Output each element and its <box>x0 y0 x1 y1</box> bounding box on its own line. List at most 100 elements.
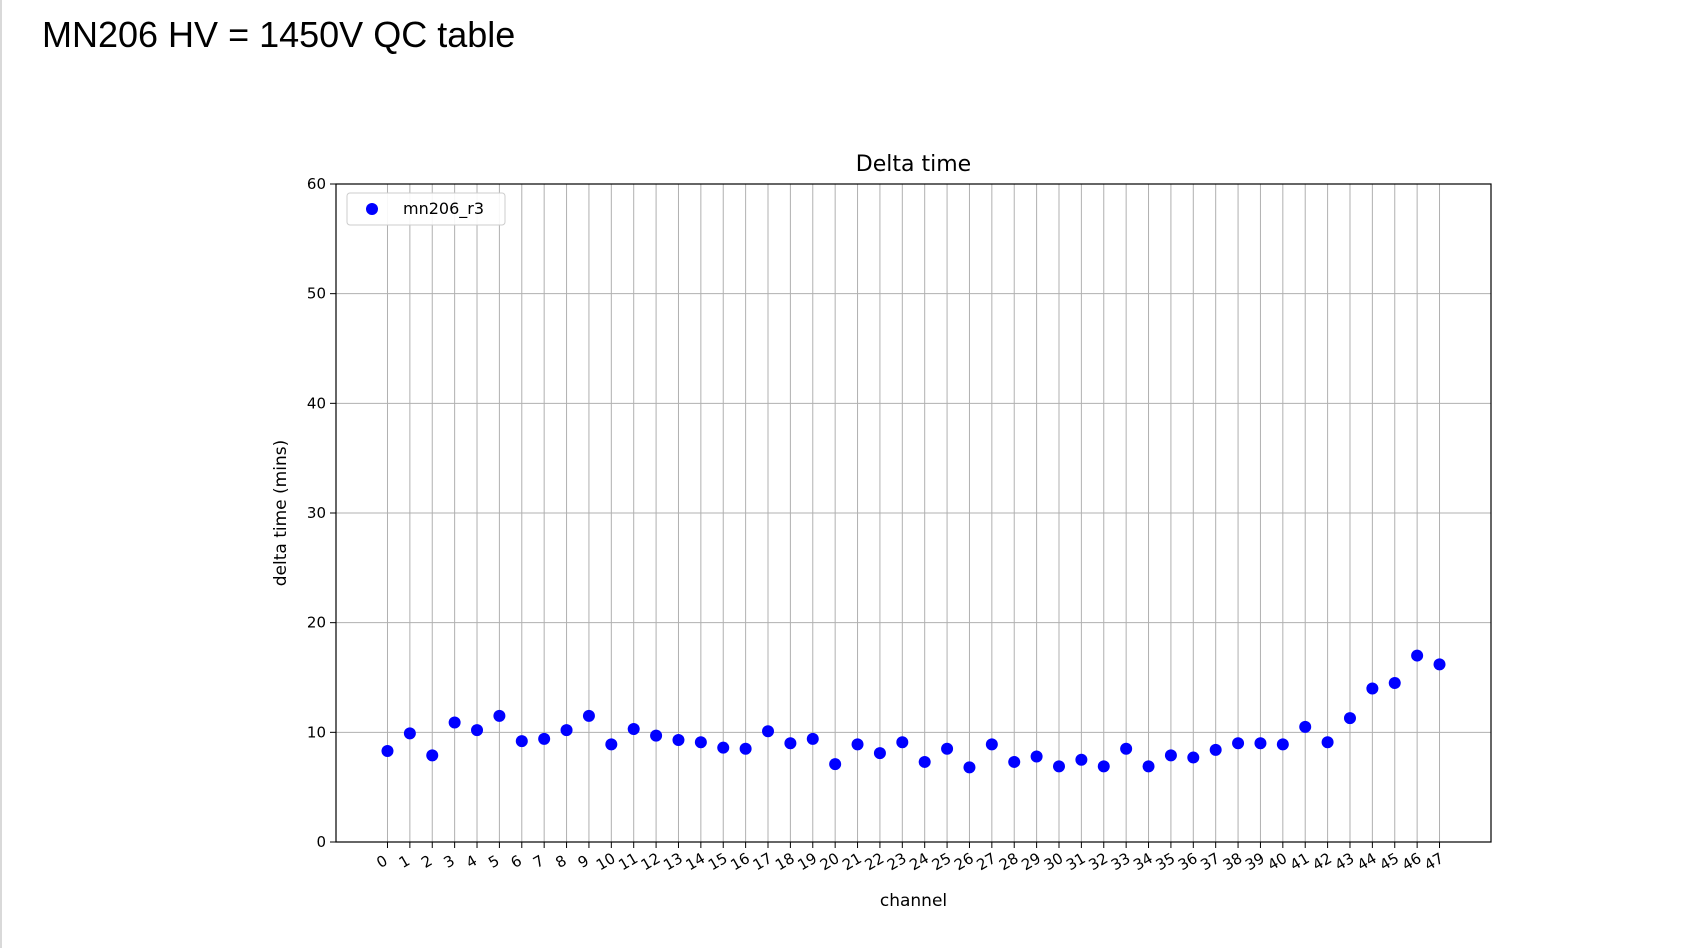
x-tick-label: 24 <box>906 849 932 874</box>
data-point <box>1254 737 1267 750</box>
x-tick-label: 23 <box>884 849 910 874</box>
data-point <box>1008 755 1021 768</box>
data-point <box>1187 751 1200 764</box>
y-tick-label: 50 <box>307 285 326 303</box>
x-tick-label: 21 <box>839 849 865 874</box>
legend-box <box>346 192 506 226</box>
x-tick-label: 27 <box>974 849 1000 874</box>
x-tick-label: 26 <box>951 849 977 874</box>
data-point <box>381 744 394 757</box>
data-point <box>1343 712 1356 725</box>
data-point <box>873 747 886 760</box>
data-point <box>1142 760 1155 773</box>
x-tick-label: 47 <box>1421 849 1447 874</box>
y-axis-label: delta time (mins) <box>271 440 291 586</box>
plot-frame <box>335 183 1492 843</box>
data-point <box>896 736 909 749</box>
page-left-border <box>0 0 2 948</box>
data-point <box>1075 753 1088 766</box>
data-point <box>538 732 551 745</box>
data-point <box>1276 738 1289 751</box>
data-point <box>694 736 707 749</box>
x-tick-label: 38 <box>1220 849 1246 874</box>
data-point <box>426 749 439 762</box>
data-point <box>985 738 998 751</box>
data-point <box>560 724 573 737</box>
x-tick-label: 40 <box>1265 849 1291 874</box>
data-point <box>1097 760 1110 773</box>
data-point <box>1388 676 1401 689</box>
x-tick-label: 20 <box>817 849 843 874</box>
data-point <box>717 741 730 754</box>
x-tick-label: 43 <box>1332 849 1358 874</box>
y-tick-label: 40 <box>307 394 326 412</box>
y-tick-label: 10 <box>307 723 326 741</box>
x-tick-label: 17 <box>750 849 776 874</box>
data-point <box>1120 742 1133 755</box>
data-point <box>1052 760 1065 773</box>
data-point <box>806 732 819 745</box>
data-point <box>1433 658 1446 671</box>
x-tick-label: 4 <box>463 851 480 871</box>
x-tick-label: 45 <box>1376 849 1402 874</box>
page-title: MN206 HV = 1450V QC table <box>42 14 516 55</box>
x-tick-label: 9 <box>575 851 592 871</box>
x-tick-label: 16 <box>727 849 753 874</box>
x-tick-label: 36 <box>1175 849 1201 874</box>
x-tick-label: 0 <box>373 851 390 871</box>
x-tick-label: 39 <box>1242 849 1268 874</box>
x-tick-label: 42 <box>1309 849 1335 874</box>
x-tick-label: 6 <box>508 851 525 871</box>
data-point <box>515 735 528 748</box>
data-point <box>672 734 685 747</box>
x-axis-label: channel <box>880 891 947 911</box>
x-tick-label: 12 <box>638 849 664 874</box>
x-tick-label: 46 <box>1399 849 1425 874</box>
x-tick-label: 35 <box>1153 849 1179 874</box>
data-point <box>941 742 954 755</box>
x-tick-label: 29 <box>1018 849 1044 874</box>
x-tick-label: 11 <box>615 849 641 874</box>
data-point <box>448 716 461 729</box>
x-tick-label: 33 <box>1108 849 1134 874</box>
data-point <box>471 724 484 737</box>
y-tick-label: 0 <box>316 833 326 851</box>
x-tick-label: 1 <box>396 851 413 871</box>
legend-label: mn206_r3 <box>403 199 484 219</box>
y-tick-label: 60 <box>307 175 326 193</box>
data-point <box>1366 682 1379 695</box>
data-point <box>650 729 663 742</box>
x-tick-label: 19 <box>795 849 821 874</box>
data-point <box>1232 737 1245 750</box>
data-point <box>1321 736 1334 749</box>
x-tick-label: 28 <box>996 849 1022 874</box>
x-tick-label: 44 <box>1354 849 1380 874</box>
data-point <box>1209 743 1222 756</box>
data-point <box>762 725 775 738</box>
y-tick-label: 30 <box>307 504 326 522</box>
legend-marker <box>366 203 378 215</box>
x-tick-label: 30 <box>1041 849 1067 874</box>
x-tick-label: 2 <box>418 851 435 871</box>
x-tick-label: 37 <box>1197 849 1223 874</box>
chart-title: Delta time <box>856 152 971 177</box>
x-tick-label: 14 <box>683 849 709 874</box>
data-point <box>493 709 506 722</box>
data-point <box>1030 750 1043 763</box>
data-point <box>1299 720 1312 733</box>
data-point <box>1164 749 1177 762</box>
x-tick-label: 3 <box>440 851 457 871</box>
data-point <box>963 761 976 774</box>
x-tick-label: 31 <box>1063 849 1089 874</box>
data-point <box>605 738 618 751</box>
x-tick-label: 32 <box>1085 849 1111 874</box>
x-tick-label: 7 <box>530 851 547 871</box>
x-tick-label: 18 <box>772 849 798 874</box>
data-point <box>582 709 595 722</box>
x-tick-label: 10 <box>593 849 619 874</box>
x-tick-label: 13 <box>660 849 686 874</box>
data-point <box>627 723 640 736</box>
x-tick-label: 25 <box>929 849 955 874</box>
x-tick-label: 41 <box>1287 849 1313 874</box>
